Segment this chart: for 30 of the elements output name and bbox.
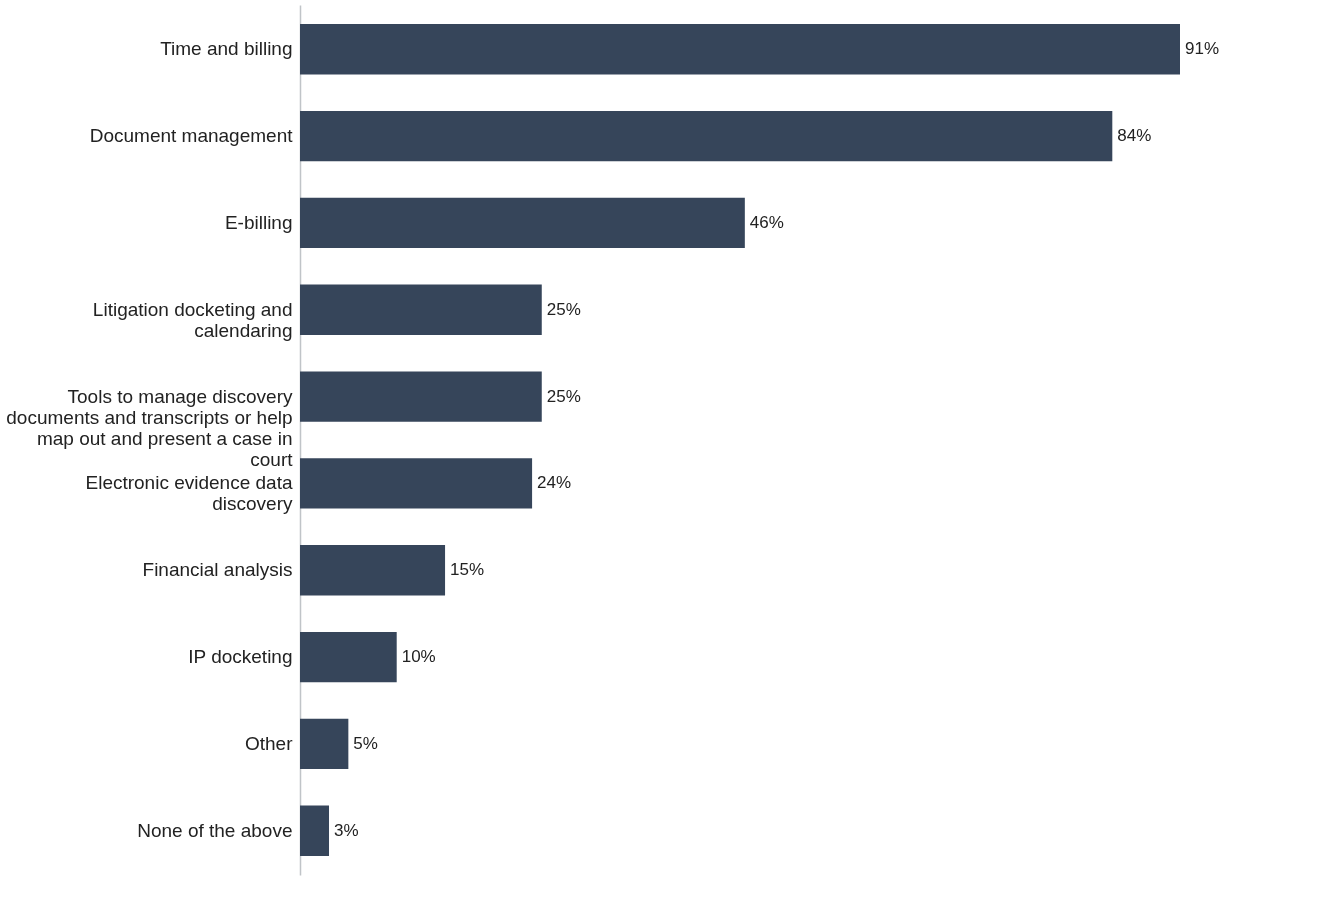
data-label: 15% [450,560,485,580]
y-tick-label: Tools to manage discovery documents and transcripts or help map out and present a case in court [6,385,294,470]
y-tick-label: IP docketing [188,646,293,668]
data-label: 91% [1185,39,1220,59]
data-label: 25% [546,299,581,319]
y-tick-label: Time and billing [160,38,293,60]
bar [300,197,745,249]
data-label: 46% [749,212,784,232]
y-tick-label: Document management [89,125,294,147]
bar [300,458,533,509]
y-tick-label: Litigation docketing and calendaring [92,298,293,341]
bar [300,284,542,335]
bar [300,110,1113,162]
bar [300,718,349,770]
y-tick-label: None of the above [137,819,293,841]
bar [300,631,397,683]
y-tick-label: Other [244,732,294,754]
data-label: 25% [546,386,581,406]
data-label: 3% [334,820,359,840]
y-tick-label: E-billing [224,211,293,233]
bar [300,24,1180,75]
bar [300,371,542,422]
data-label: 5% [353,733,378,753]
y-tick-label: Financial analysis [142,559,293,581]
data-label: 10% [401,647,436,667]
bar [300,545,446,596]
data-label: 24% [537,473,572,493]
data-label: 84% [1117,126,1152,146]
y-tick-label: Electronic evidence data discovery [85,472,293,515]
bar [300,805,330,856]
